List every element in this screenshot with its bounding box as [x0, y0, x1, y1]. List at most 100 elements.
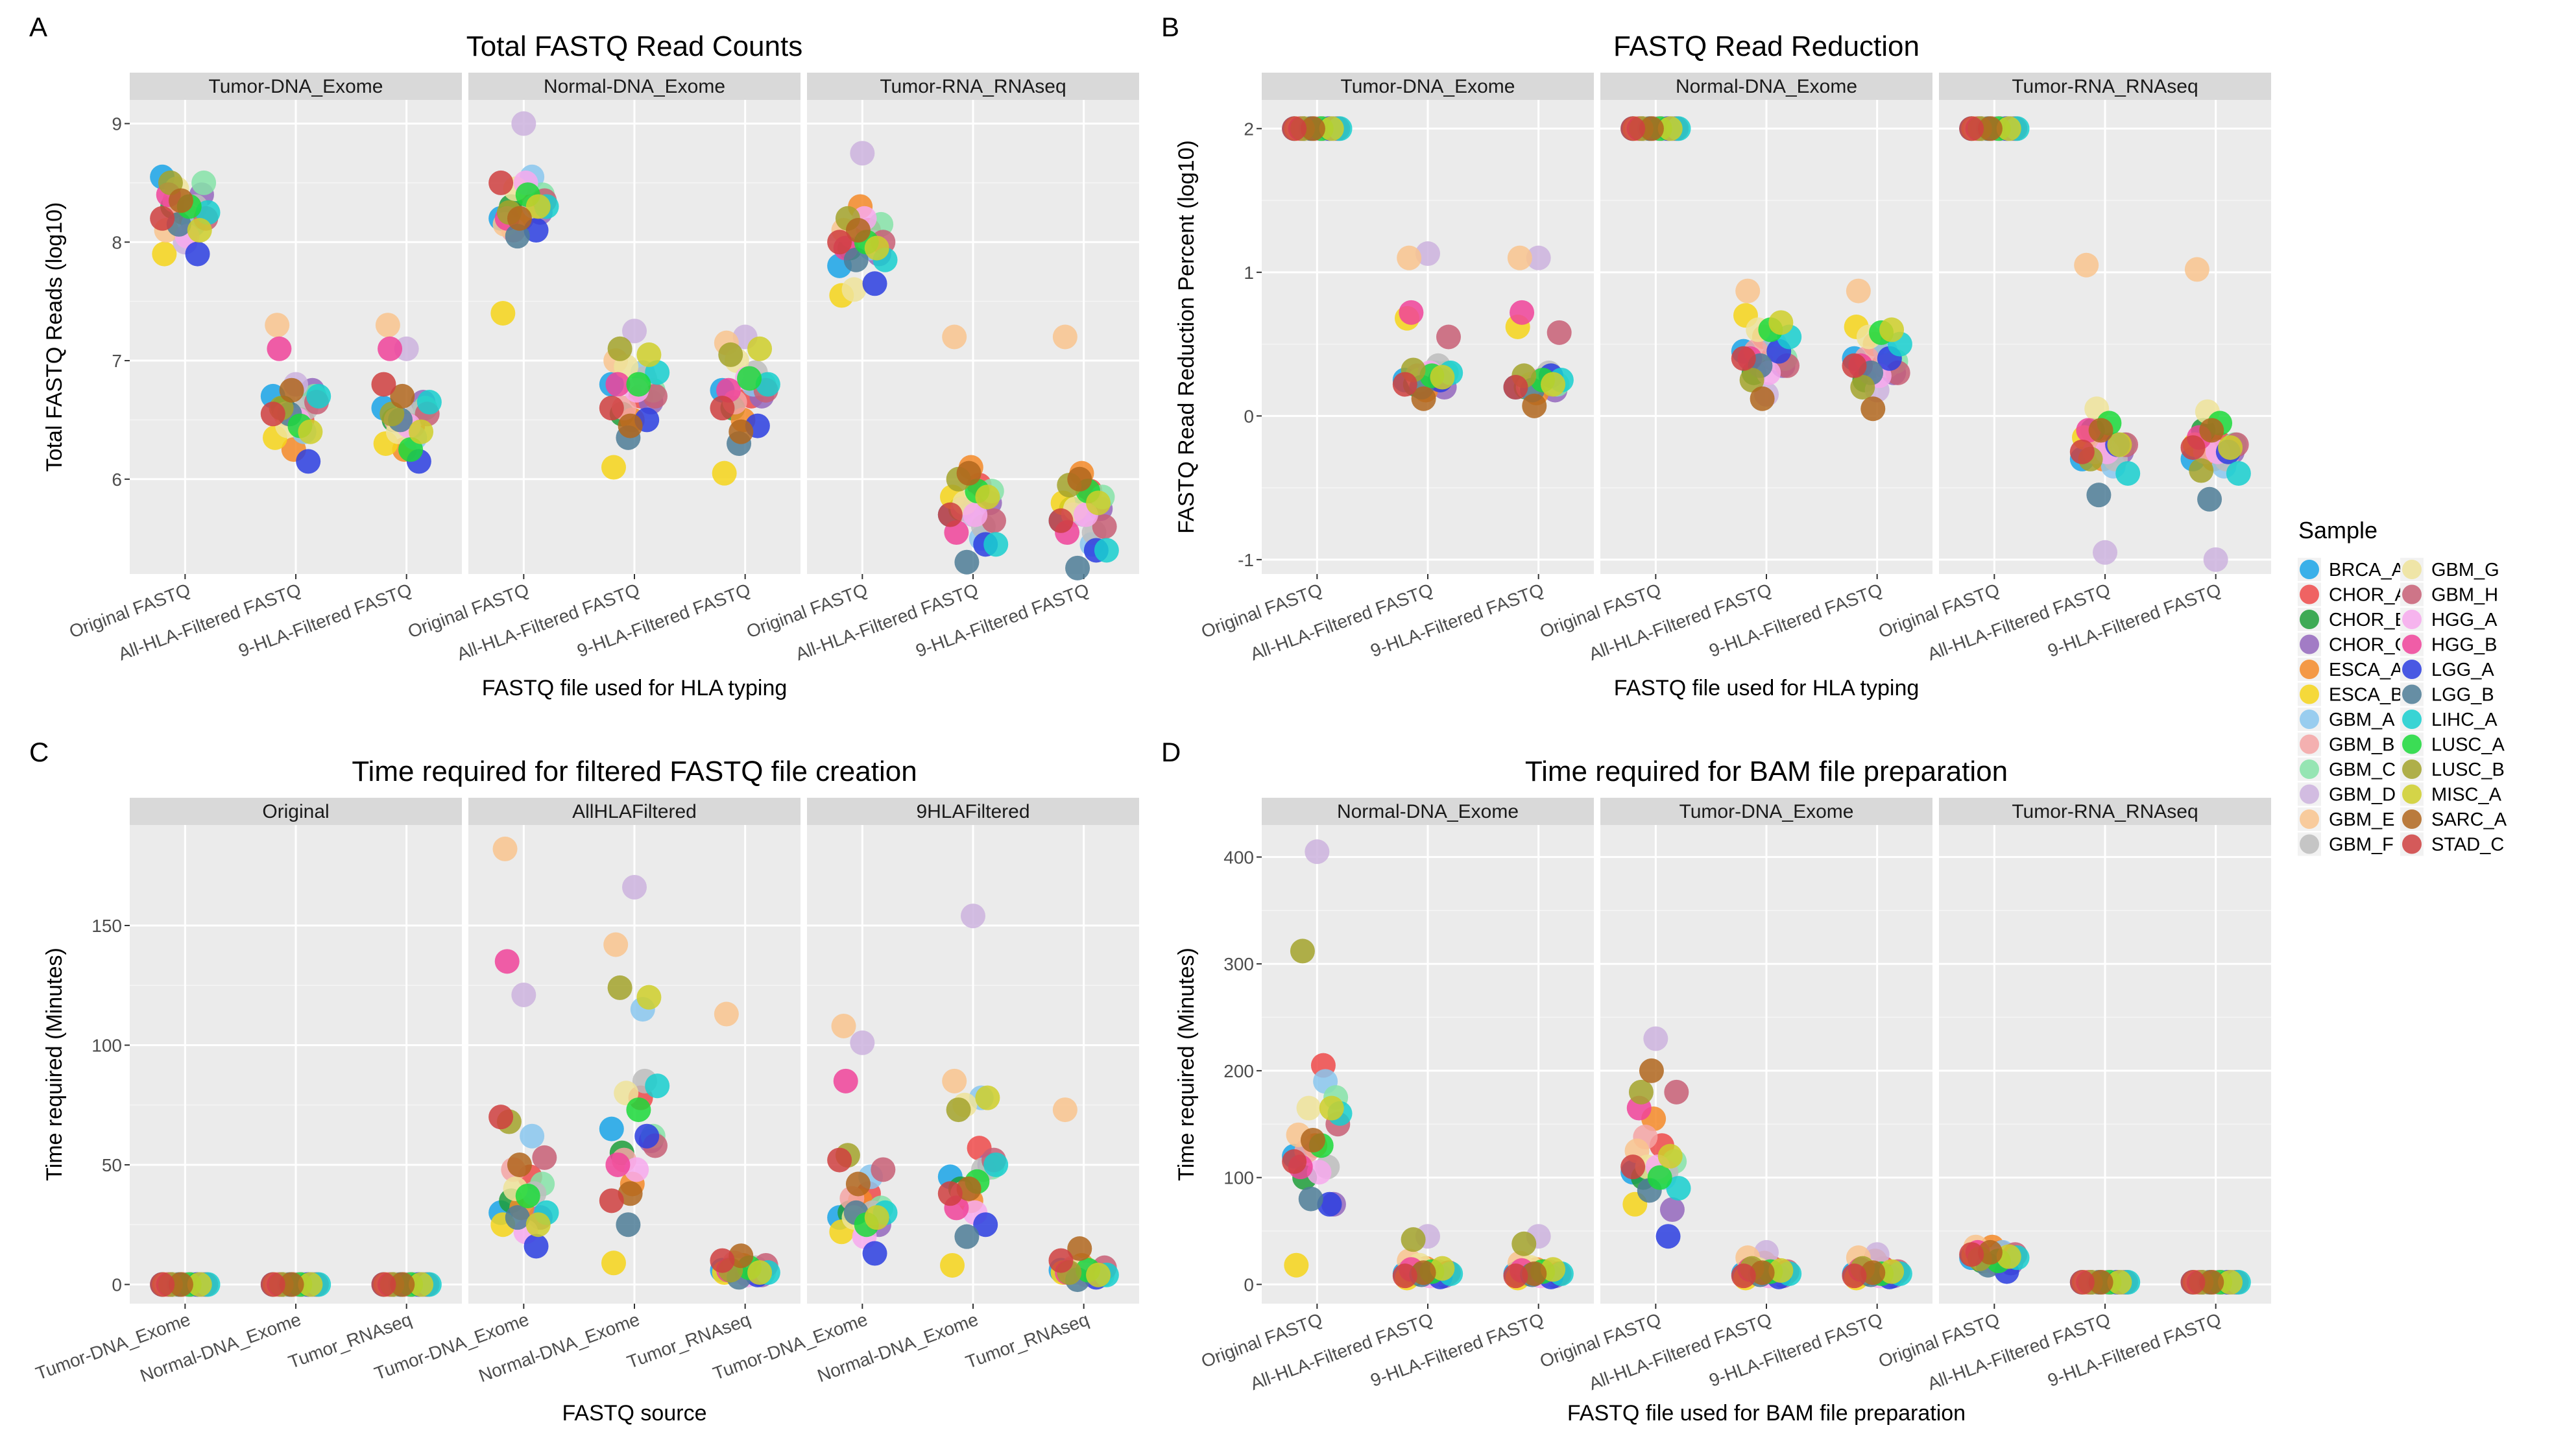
- facet-strip-label: Tumor-DNA_Exome: [209, 76, 383, 97]
- point-GBM_D: [850, 141, 875, 166]
- point-SARC_A: [2088, 1270, 2113, 1295]
- point-SARC_A: [168, 188, 193, 213]
- point-GBM_D: [511, 982, 536, 1007]
- point-MISC_A: [636, 985, 662, 1010]
- legend-label: STAD_C: [2431, 835, 2504, 855]
- facet-strip-label: Original: [262, 801, 329, 822]
- point-MISC_A: [1657, 1143, 1683, 1169]
- point-MISC_A: [1768, 1258, 1794, 1283]
- point-LIHC_A: [306, 383, 331, 409]
- legend-key: [2300, 734, 2319, 754]
- point-LUSC_B: [2189, 458, 2214, 483]
- point-HGG_B: [833, 1068, 858, 1093]
- facet-strip: [1939, 73, 2271, 100]
- x-tick-label: All-HLA-Filtered FASTQ: [1925, 580, 2113, 665]
- legend-label: GBM_D: [2329, 785, 2396, 806]
- point-SARC_A: [618, 413, 643, 438]
- point-SARC_A: [956, 1176, 981, 1201]
- point-SARC_A: [1860, 396, 1886, 422]
- point-STAD_C: [1620, 116, 1646, 141]
- point-MISC_A: [1657, 116, 1683, 141]
- point-SARC_A: [1977, 1239, 2003, 1265]
- point-MISC_A: [187, 1272, 212, 1297]
- panel-C: C Time required for filtered FASTQ file c…: [29, 737, 1139, 1426]
- point-MISC_A: [2107, 1270, 2132, 1295]
- point-MISC_A: [1996, 1244, 2021, 1269]
- point-LIHC_A: [755, 372, 780, 397]
- point-STAD_C: [1503, 375, 1528, 400]
- point-LGG_B: [505, 1205, 530, 1230]
- point-SARC_A: [728, 419, 754, 444]
- point-LUSC_B: [1401, 1227, 1426, 1252]
- legend-item-LUSC_B: LUSC_B: [2400, 758, 2505, 781]
- point-MISC_A: [525, 194, 551, 219]
- legend-item-CHOR_A: CHOR_A: [2298, 582, 2408, 606]
- point-LGG_A: [524, 1234, 549, 1259]
- legend-key: [2402, 660, 2422, 679]
- point-SARC_A: [2199, 418, 2224, 443]
- facet-strip: [468, 73, 800, 100]
- point-SARC_A: [279, 377, 304, 403]
- point-LGG_B: [2086, 483, 2112, 508]
- point-MISC_A: [409, 1272, 434, 1297]
- point-STAD_C: [260, 401, 285, 427]
- point-STAD_C: [1731, 346, 1756, 371]
- facet-strip-label: Tumor-RNA_RNAseq: [880, 76, 1066, 97]
- y-tick-label: 8: [112, 232, 122, 252]
- point-GBM_G: [841, 277, 867, 302]
- point-GBM_E: [1052, 324, 1077, 350]
- legend-item-GBM_C: GBM_C: [2298, 758, 2396, 781]
- legend-key: [2402, 759, 2422, 779]
- point-SARC_A: [618, 1181, 643, 1206]
- legend-key: [2300, 710, 2319, 729]
- legend-key: [2402, 560, 2422, 579]
- legend-key: [2402, 634, 2422, 654]
- facet-strip-label: 9HLAFiltered: [916, 801, 1029, 822]
- legend-label: LGG_B: [2431, 685, 2494, 706]
- point-LUSC_A: [626, 1097, 651, 1123]
- legend-key: [2300, 759, 2319, 779]
- point-LGG_A: [296, 449, 321, 474]
- point-HGG_B: [378, 336, 403, 361]
- legend-key: [2402, 584, 2422, 604]
- point-ESCA_B: [1284, 1252, 1309, 1278]
- x-tick-label: All-HLA-Filtered FASTQ: [1247, 1309, 1436, 1394]
- point-STAD_C: [2180, 1270, 2206, 1295]
- legend-label: GBM_A: [2329, 710, 2395, 730]
- y-tick-label: 6: [112, 470, 122, 490]
- panel-letter-B: B: [1161, 12, 1179, 42]
- legend-key: [2402, 610, 2422, 629]
- point-HGG_B: [267, 336, 292, 361]
- point-LUSC_B: [1850, 375, 1875, 400]
- x-tick-label: Tumor_RNAseq: [963, 1309, 1091, 1372]
- point-HGG_B: [605, 372, 631, 397]
- point-MISC_A: [1086, 1262, 1111, 1287]
- point-GBM_D: [1643, 1026, 1668, 1051]
- legend-item-GBM_F: GBM_F: [2298, 832, 2394, 856]
- legend-label: CHOR_B: [2329, 610, 2407, 630]
- point-LUSC_B: [607, 336, 632, 361]
- point-SARC_A: [1522, 1261, 1547, 1286]
- point-MISC_A: [409, 419, 434, 444]
- point-STAD_C: [1731, 1263, 1756, 1289]
- point-GBM_E: [265, 313, 290, 338]
- point-LIHC_A: [2115, 460, 2141, 486]
- legend-key: [2402, 734, 2422, 754]
- y-axis-title: Time required (Minutes): [42, 948, 67, 1181]
- y-axis-title: Time required (Minutes): [1174, 948, 1199, 1181]
- point-HGG_B: [1399, 300, 1424, 325]
- y-tick-label: 2: [1244, 119, 1254, 139]
- facet-strip: [1262, 798, 1594, 825]
- point-ESCA_B: [940, 1252, 965, 1278]
- point-STAD_C: [710, 1248, 735, 1273]
- facet-strip: [1600, 73, 1932, 100]
- x-axis-title: FASTQ file used for HLA typing: [482, 676, 788, 700]
- point-MISC_A: [864, 1205, 889, 1230]
- panel-title: Total FASTQ Read Counts: [466, 30, 802, 62]
- point-STAD_C: [1842, 1263, 1867, 1289]
- point-STAD_C: [1959, 116, 1984, 141]
- point-GBM_D: [622, 318, 647, 344]
